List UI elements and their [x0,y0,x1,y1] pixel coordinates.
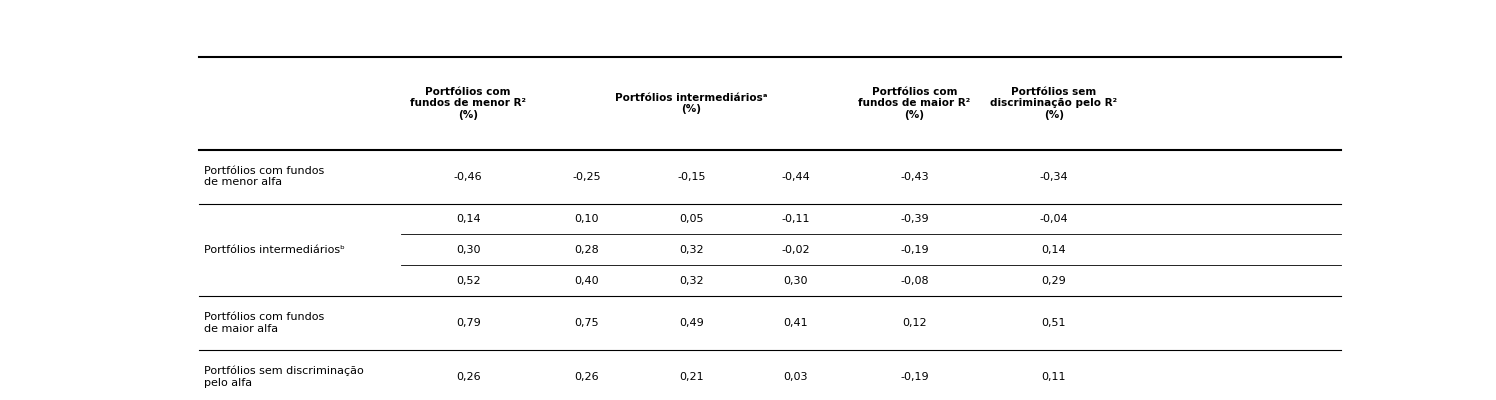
Text: -0,39: -0,39 [901,214,929,224]
Text: Portfólios sem
discriminação pelo R²
(%): Portfólios sem discriminação pelo R² (%) [990,87,1118,120]
Text: 0,52: 0,52 [456,276,480,286]
Text: 0,14: 0,14 [456,214,480,224]
Text: 0,41: 0,41 [784,318,808,328]
Text: -0,15: -0,15 [678,172,706,182]
Text: Portfólios com
fundos de maior R²
(%): Portfólios com fundos de maior R² (%) [859,87,971,120]
Text: Portfólios com fundos
de menor alfa: Portfólios com fundos de menor alfa [205,166,325,187]
Text: -0,43: -0,43 [901,172,929,182]
Text: 0,26: 0,26 [456,372,480,382]
Text: Portfólios sem discriminação
pelo alfa: Portfólios sem discriminação pelo alfa [205,366,364,388]
Text: 0,14: 0,14 [1041,245,1067,255]
Text: 0,28: 0,28 [574,245,600,255]
Text: -0,34: -0,34 [1040,172,1068,182]
Text: 0,51: 0,51 [1041,318,1067,328]
Text: -0,19: -0,19 [901,245,929,255]
Text: 0,12: 0,12 [902,318,928,328]
Text: 0,05: 0,05 [679,214,703,224]
Text: -0,11: -0,11 [781,214,809,224]
Text: Portfólios intermediáriosᵇ: Portfólios intermediáriosᵇ [205,245,346,255]
Text: 0,03: 0,03 [784,372,808,382]
Text: 0,30: 0,30 [784,276,808,286]
Text: -0,19: -0,19 [901,372,929,382]
Text: Portfólios com fundos
de maior alfa: Portfólios com fundos de maior alfa [205,312,325,334]
Text: -0,08: -0,08 [901,276,929,286]
Text: 0,32: 0,32 [679,276,703,286]
Text: -0,46: -0,46 [453,172,483,182]
Text: 0,21: 0,21 [679,372,703,382]
Text: 0,49: 0,49 [679,318,703,328]
Text: -0,04: -0,04 [1040,214,1068,224]
Text: Portfólios com
fundos de menor R²
(%): Portfólios com fundos de menor R² (%) [410,87,527,120]
Text: 0,40: 0,40 [574,276,600,286]
Text: 0,30: 0,30 [456,245,480,255]
Text: 0,10: 0,10 [574,214,600,224]
Text: 0,32: 0,32 [679,245,703,255]
Text: -0,02: -0,02 [781,245,809,255]
Text: -0,25: -0,25 [573,172,601,182]
Text: 0,26: 0,26 [574,372,600,382]
Text: 0,79: 0,79 [456,318,480,328]
Text: 0,29: 0,29 [1041,276,1067,286]
Text: 0,11: 0,11 [1041,372,1067,382]
Text: 0,75: 0,75 [574,318,600,328]
Text: Portfólios intermediáriosᵃ
(%): Portfólios intermediáriosᵃ (%) [615,93,767,114]
Text: -0,44: -0,44 [781,172,809,182]
